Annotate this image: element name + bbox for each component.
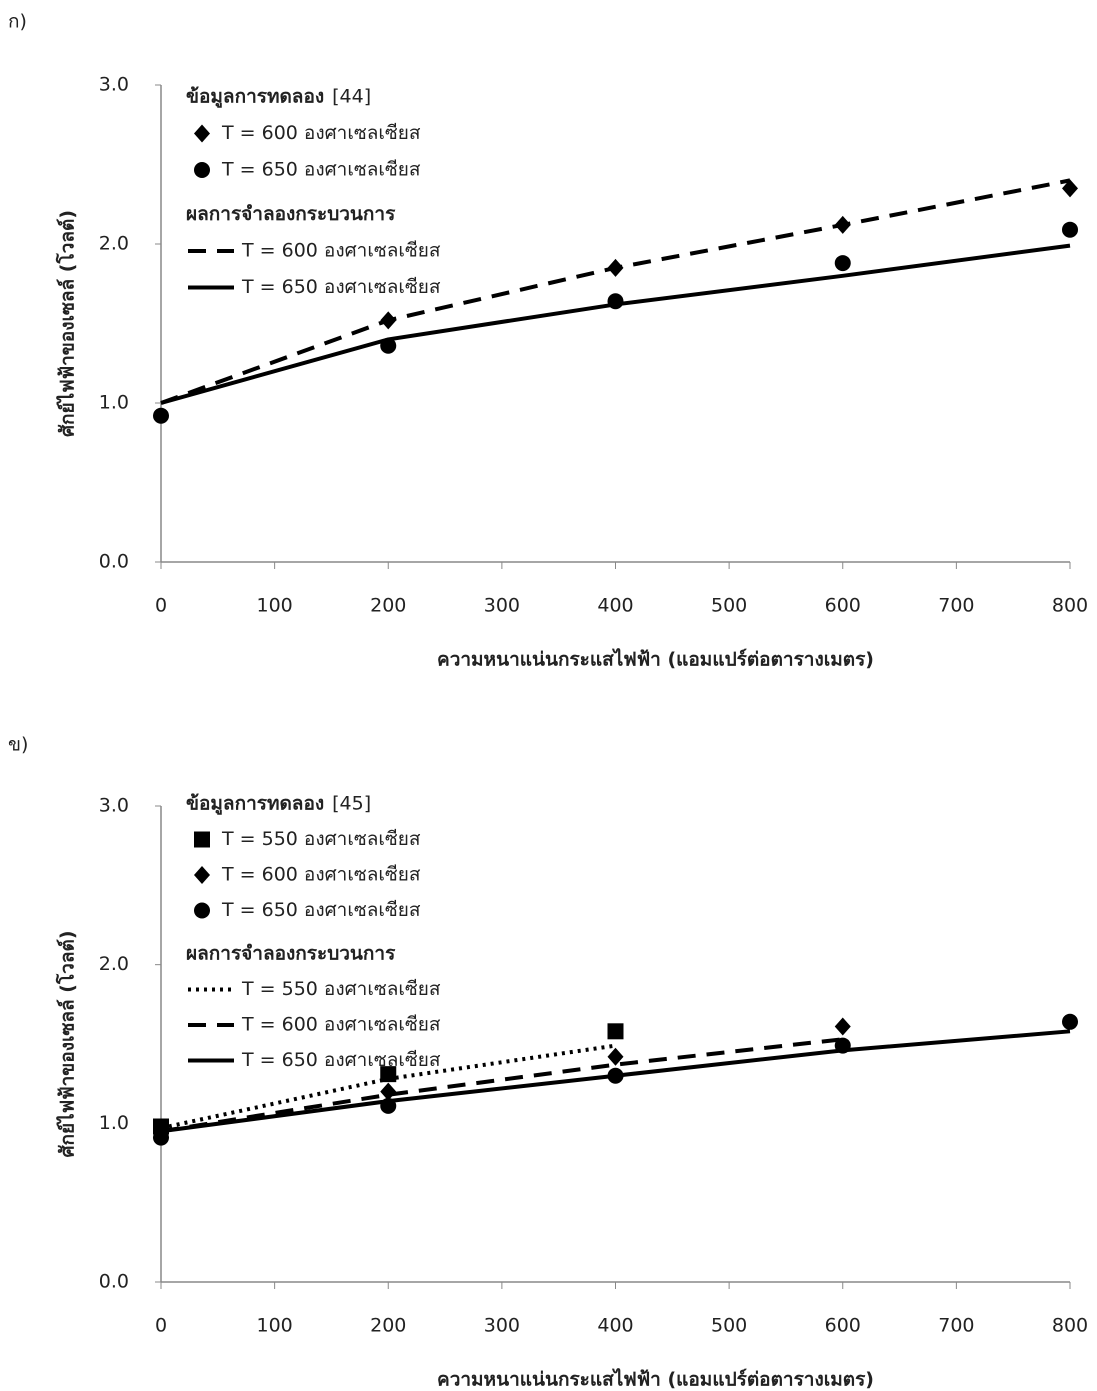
x-tick-label: 600 (825, 595, 861, 617)
legend-label: T = 650 องศาเซลเซียส (241, 1049, 441, 1071)
y-tick-label: 0.0 (99, 1271, 129, 1293)
data-point (153, 408, 169, 424)
legend-marker (194, 832, 210, 848)
x-tick-label: 400 (597, 595, 633, 617)
x-tick-label: 400 (597, 1315, 633, 1337)
x-tick-label: 0 (155, 595, 167, 617)
data-point (1062, 222, 1078, 238)
legend-label: T = 550 องศาเซลเซียส (221, 828, 421, 850)
legend-label: T = 600 องศาเซลเซียส (241, 1014, 441, 1036)
y-tick-label: 0.0 (99, 551, 129, 573)
x-tick-label: 500 (711, 595, 747, 617)
panel-label: ก) (8, 11, 27, 33)
y-tick-label: 2.0 (99, 233, 129, 255)
x-tick-label: 800 (1052, 1315, 1088, 1337)
legend-citation: [44] (332, 86, 371, 108)
legend-label: T = 650 องศาเซลเซียส (221, 899, 421, 921)
y-tick-label: 1.0 (99, 392, 129, 414)
data-point (608, 1068, 624, 1084)
legend-title: ผลการจำลองกระบวนการ (186, 943, 396, 965)
legend-title: ข้อมูลการทดลอง (186, 793, 324, 816)
y-axis-label: ศักย์ไฟฟ้าของเซลล์ (โวลต์) (56, 930, 79, 1157)
page: ก) 0.0 1.0 2.0 3.0 0 100 200 300 400 500 600 700 800 ค… (0, 0, 1097, 1391)
x-tick-label: 100 (256, 1315, 292, 1337)
y-axis-label: ศักย์ไฟฟ้าของเซลล์ (โวลต์) (56, 210, 79, 437)
legend-citation: [45] (332, 793, 371, 815)
legend-label: T = 650 องศาเซลเซียส (241, 276, 441, 298)
panel-label: ข) (8, 734, 28, 756)
data-point (380, 1098, 396, 1114)
x-tick-label: 300 (484, 1315, 520, 1337)
y-tick-label: 3.0 (99, 74, 129, 96)
y-tick-label: 1.0 (99, 1112, 129, 1134)
legend-marker (194, 903, 210, 919)
data-point (835, 1038, 851, 1054)
data-point (835, 1018, 851, 1036)
legend-marker (194, 162, 210, 178)
data-point (153, 1130, 169, 1146)
legend-title: ข้อมูลการทดลอง (186, 86, 324, 109)
x-tick-label: 800 (1052, 595, 1088, 617)
x-tick-label: 200 (370, 595, 406, 617)
y-tick-label: 3.0 (99, 795, 129, 817)
x-tick-label: 100 (256, 595, 292, 617)
x-tick-label: 0 (155, 1315, 167, 1337)
x-tick-label: 600 (825, 1315, 861, 1337)
legend-label: T = 600 องศาเซลเซียส (221, 122, 421, 144)
x-tick-label: 700 (938, 1315, 974, 1337)
data-point (608, 293, 624, 309)
x-tick-label: 500 (711, 1315, 747, 1337)
y-tick-label: 2.0 (99, 953, 129, 975)
data-point (608, 259, 624, 277)
legend-label: T = 600 องศาเซลเซียส (221, 864, 421, 886)
data-point (608, 1023, 624, 1039)
data-point (380, 338, 396, 354)
legend-label: T = 650 องศาเซลเซียส (221, 159, 421, 181)
legend-label: T = 600 องศาเซลเซียส (241, 240, 441, 262)
data-point (1062, 1014, 1078, 1030)
data-point (380, 311, 396, 329)
x-tick-label: 200 (370, 1315, 406, 1337)
x-tick-label: 700 (938, 595, 974, 617)
data-point (835, 216, 851, 234)
x-axis-label: ความหนาแน่นกระแสไฟฟ้า (แอมแปร์ต่อตารางเม… (437, 1368, 874, 1391)
x-tick-label: 300 (484, 595, 520, 617)
data-point (835, 255, 851, 271)
legend-marker (194, 125, 210, 143)
legend-marker (194, 866, 210, 884)
legend-label: T = 550 องศาเซลเซียส (241, 978, 441, 1000)
x-axis-label: ความหนาแน่นกระแสไฟฟ้า (แอมแปร์ต่อตารางเม… (437, 648, 874, 671)
legend-title: ผลการจำลองกระบวนการ (186, 203, 396, 225)
